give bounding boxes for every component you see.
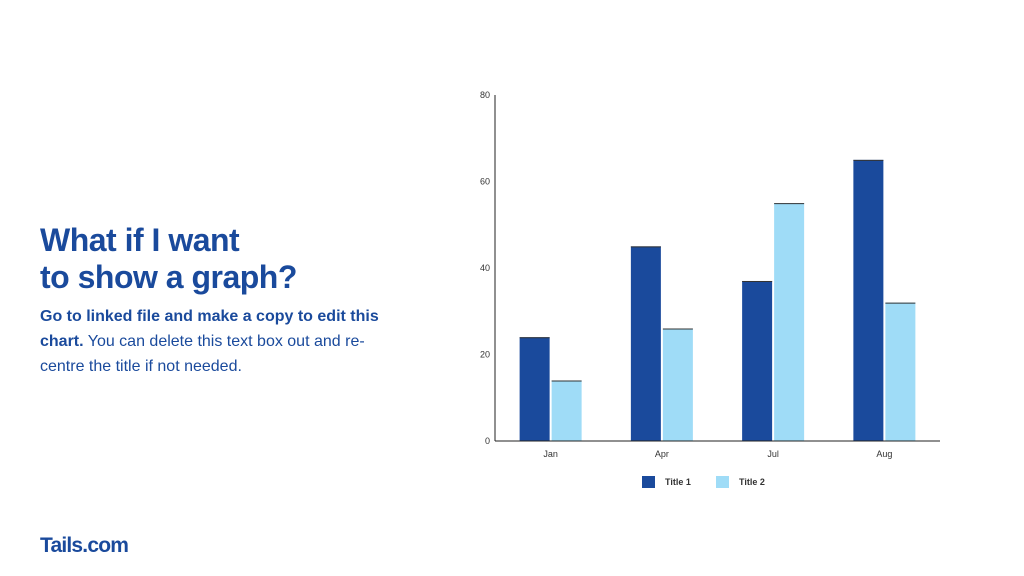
bar-1 — [742, 280, 773, 441]
title-line-2: to show a graph? — [40, 259, 297, 295]
x-tick-label: Apr — [655, 449, 669, 459]
x-tick-label: Jan — [543, 449, 558, 459]
bar-2 — [662, 328, 693, 441]
y-tick-label: 0 — [485, 436, 490, 446]
y-tick-label: 60 — [480, 177, 490, 187]
bar-1 — [519, 337, 550, 441]
bar-1 — [630, 246, 661, 441]
y-tick-label: 40 — [480, 263, 490, 273]
bar-2 — [885, 302, 916, 441]
legend-label-1: Title 1 — [665, 477, 691, 487]
bar-2 — [774, 203, 805, 441]
title-line-1: What if I want — [40, 222, 240, 258]
slide-title: What if I want to show a graph? — [40, 222, 420, 296]
slide-body-text: Go to linked file and make a copy to edi… — [40, 304, 400, 379]
body-regular-text: You can delete this text box out and re-… — [40, 333, 365, 375]
y-tick-label: 20 — [480, 350, 490, 360]
legend-swatch-2 — [716, 476, 729, 488]
body-bold-text: Go to linked file and make a copy to edi… — [40, 308, 379, 350]
legend-label-2: Title 2 — [739, 477, 765, 487]
y-tick-label: 80 — [480, 90, 490, 100]
tails-logo: Tails.com — [40, 534, 129, 557]
x-tick-label: Aug — [876, 449, 892, 459]
bar-1 — [853, 159, 884, 441]
bar-chart: 0 20 40 60 80 Jan Apr Jul Aug Title 1 Title 2 — [480, 90, 940, 488]
legend-swatch-1 — [642, 476, 655, 488]
x-tick-label: Jul — [767, 449, 779, 459]
bar-2 — [551, 380, 582, 441]
